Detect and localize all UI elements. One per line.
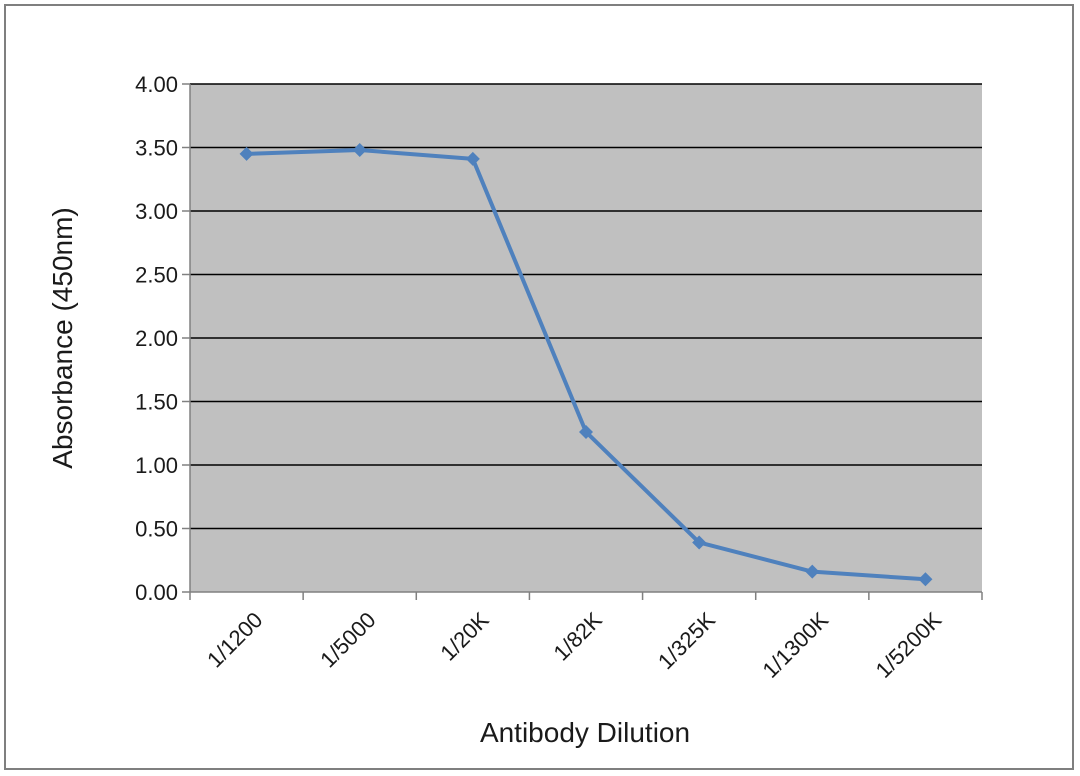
x-tick-label: 1/325K xyxy=(653,607,720,674)
data-point-marker xyxy=(239,146,254,161)
data-point-marker xyxy=(692,535,707,550)
y-tick-label: 1.00 xyxy=(135,453,178,478)
y-tick-label: 1.50 xyxy=(135,390,178,415)
y-tick-label: 2.00 xyxy=(135,326,178,351)
y-axis-title: Absorbance (450nm) xyxy=(47,207,78,468)
x-tick-label: 1/20K xyxy=(435,607,494,666)
y-tick-label: 3.50 xyxy=(135,136,178,161)
data-point-marker xyxy=(465,151,480,166)
y-tick-label: 2.50 xyxy=(135,263,178,288)
x-tick-label: 1/82K xyxy=(549,607,608,666)
x-tick-label: 1/1200 xyxy=(202,607,267,672)
x-tick-label: 1/1300K xyxy=(757,607,833,683)
x-tick-label: 1/5200K xyxy=(871,607,947,683)
y-tick-label: 0.50 xyxy=(135,517,178,542)
data-point-marker xyxy=(805,564,820,579)
data-point-marker xyxy=(918,572,933,587)
y-tick-label: 3.00 xyxy=(135,199,178,224)
x-axis-title: Antibody Dilution xyxy=(480,717,690,748)
data-point-marker xyxy=(579,424,593,439)
y-tick-label: 4.00 xyxy=(135,72,178,97)
x-tick-label: 1/5000 xyxy=(315,607,380,672)
y-tick-label: 0.00 xyxy=(135,580,178,605)
data-point-marker xyxy=(352,143,367,158)
